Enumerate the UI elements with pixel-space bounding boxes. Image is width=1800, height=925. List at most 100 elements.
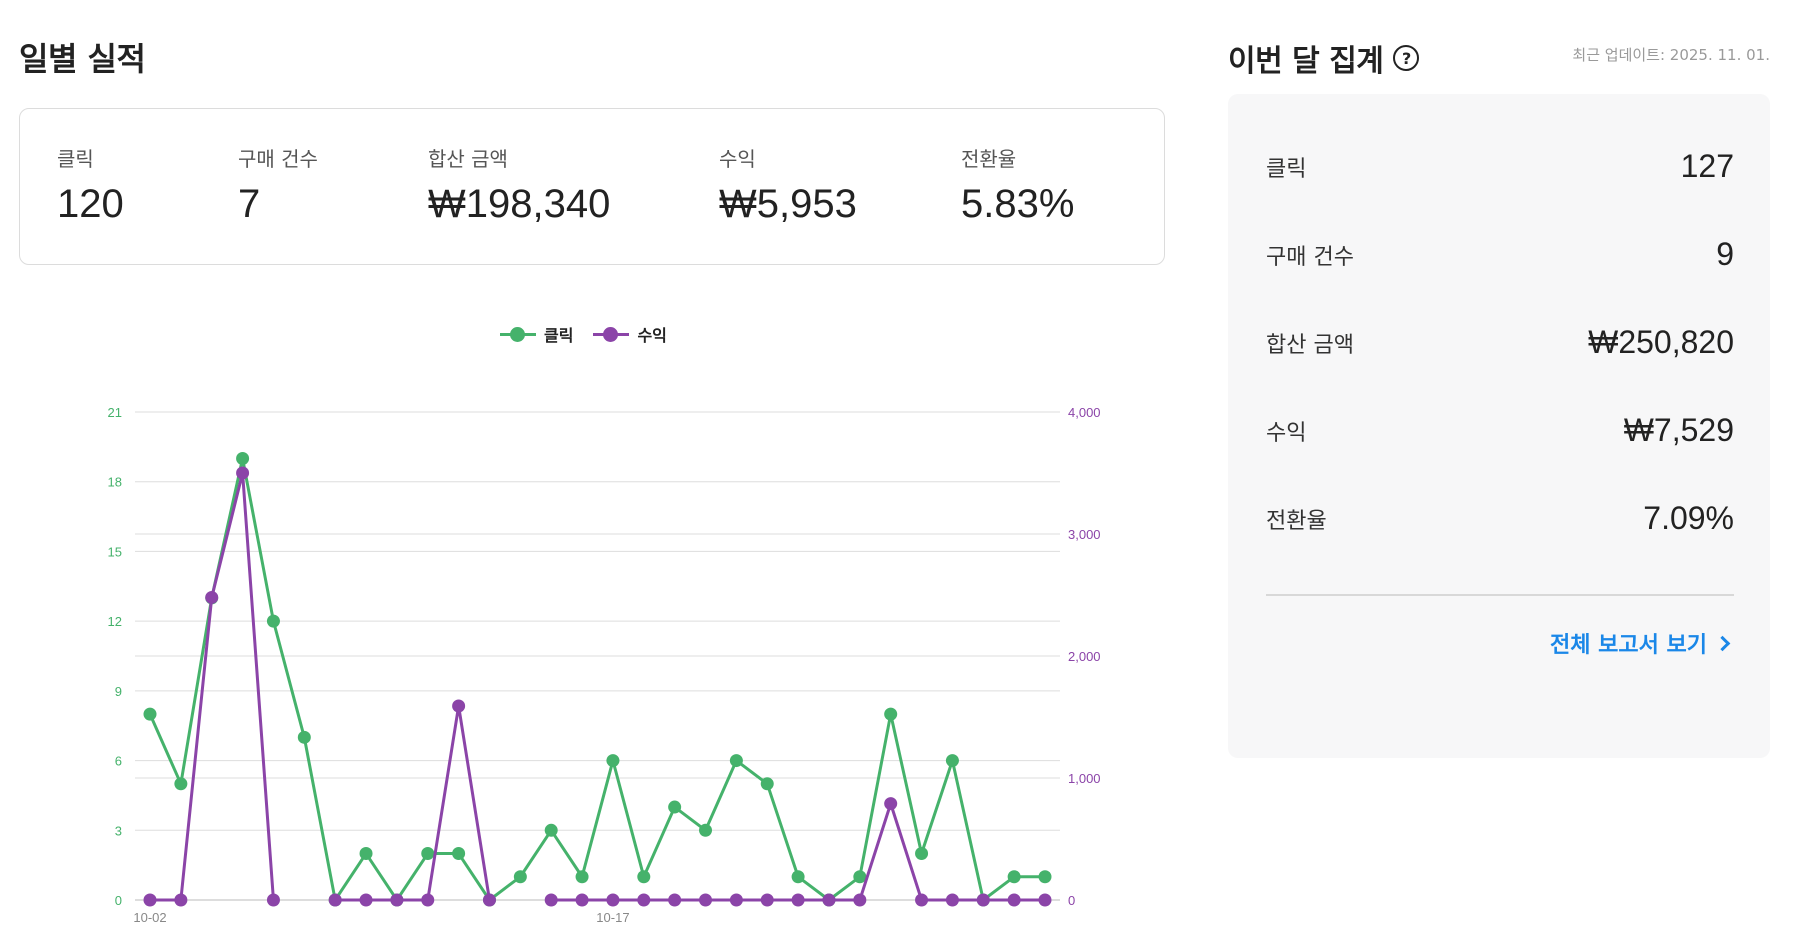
data-point-clicks	[236, 451, 250, 465]
summary-revenue: 수익 ₩5,953	[719, 143, 857, 227]
monthly-label: 클릭	[1266, 156, 1307, 182]
data-point-clicks	[884, 707, 898, 721]
data-point-clicks	[421, 847, 435, 861]
legend-marker-green	[500, 327, 536, 342]
summary-label: 전환율	[961, 147, 1017, 171]
data-point-revenue	[729, 893, 743, 907]
y-right-tick-label: 2,000	[1068, 649, 1101, 664]
monthly-row-purchases: 구매 건수 9	[1266, 236, 1734, 273]
data-point-revenue	[266, 893, 280, 907]
monthly-label: 전환율	[1266, 508, 1327, 534]
data-point-clicks	[729, 754, 743, 768]
data-point-revenue	[328, 893, 342, 907]
divider	[1266, 594, 1734, 596]
data-point-clicks	[760, 777, 774, 791]
data-point-revenue	[853, 893, 867, 907]
y-left-tick-label: 9	[115, 684, 122, 699]
data-point-revenue	[915, 893, 929, 907]
data-point-revenue	[637, 893, 651, 907]
summary-clicks: 클릭 120	[57, 143, 124, 227]
summary-conversion-rate: 전환율 5.83%	[961, 143, 1074, 227]
y-left-tick-label: 0	[115, 893, 122, 908]
data-point-clicks	[359, 847, 373, 861]
summary-label: 수익	[719, 147, 756, 171]
x-tick-label: 10-17	[596, 910, 629, 925]
data-point-revenue	[452, 699, 466, 713]
monthly-value: 9	[1716, 236, 1734, 272]
legend-label: 수익	[637, 326, 667, 345]
y-right-tick-label: 0	[1068, 893, 1075, 908]
data-point-revenue	[575, 893, 589, 907]
full-report-link[interactable]: 전체 보고서 보기	[1550, 627, 1731, 659]
data-point-revenue	[822, 893, 836, 907]
data-point-revenue	[606, 893, 620, 907]
summary-value: ₩198,340	[428, 182, 611, 226]
last-updated: 최근 업데이트: 2025. 11. 01.	[1572, 46, 1770, 64]
data-point-revenue	[976, 893, 990, 907]
data-point-revenue	[174, 893, 188, 907]
monthly-value: 127	[1680, 148, 1734, 184]
monthly-label: 수익	[1266, 420, 1307, 446]
summary-total-amount: 합산 금액 ₩198,340	[428, 143, 610, 227]
help-circle-icon[interactable]: ?	[1393, 45, 1420, 71]
series-line-clicks	[148, 456, 1045, 902]
data-point-clicks	[575, 870, 589, 884]
monthly-value: 7.09%	[1643, 500, 1734, 536]
monthly-value: ₩250,820	[1588, 324, 1734, 360]
data-point-revenue	[791, 893, 805, 907]
data-point-revenue	[760, 893, 774, 907]
monthly-label: 구매 건수	[1266, 244, 1354, 270]
monthly-summary-panel: 클릭 127 구매 건수 9 합산 금액 ₩250,820 수익 ₩7,529 …	[1228, 94, 1770, 758]
daily-summary-card: 클릭 120 구매 건수 7 합산 금액 ₩198,340 수익 ₩5,953 …	[19, 108, 1165, 265]
data-point-clicks	[668, 800, 682, 814]
page-title: 일별 실적	[19, 40, 146, 78]
y-left-tick-label: 21	[108, 405, 122, 420]
data-point-revenue	[884, 797, 898, 811]
monthly-label: 합산 금액	[1266, 332, 1354, 358]
series-line-revenue	[551, 802, 1045, 902]
data-point-clicks	[606, 754, 620, 768]
y-left-tick-label: 12	[108, 614, 122, 629]
y-right-tick-label: 4,000	[1068, 405, 1101, 420]
chart-legend: 클릭 수익	[500, 322, 667, 346]
data-point-revenue	[1007, 893, 1021, 907]
y-left-tick-label: 18	[108, 475, 122, 490]
data-point-revenue	[482, 893, 496, 907]
summary-label: 클릭	[57, 147, 94, 171]
summary-value: 120	[57, 182, 124, 226]
data-point-clicks	[915, 847, 929, 861]
data-point-revenue	[143, 893, 157, 907]
data-point-clicks	[1038, 870, 1052, 884]
data-point-clicks	[791, 870, 805, 884]
data-point-clicks	[452, 847, 466, 861]
y-right-tick-label: 3,000	[1068, 527, 1101, 542]
monthly-row-total-amount: 합산 금액 ₩250,820	[1266, 324, 1734, 361]
legend-item-clicks[interactable]: 클릭	[500, 322, 573, 346]
summary-value: 7	[238, 182, 261, 226]
data-point-clicks	[945, 754, 959, 768]
x-tick-label: 10-02	[133, 910, 166, 925]
data-point-revenue	[236, 466, 250, 480]
data-point-clicks	[174, 777, 188, 791]
summary-purchases: 구매 건수 7	[238, 143, 318, 227]
data-point-revenue	[390, 893, 404, 907]
series-line-revenue	[150, 471, 275, 902]
y-left-tick-label: 3	[115, 823, 122, 838]
data-point-clicks	[1007, 870, 1021, 884]
legend-label: 클릭	[544, 326, 574, 345]
legend-item-revenue[interactable]: 수익	[593, 322, 667, 346]
daily-chart-svg: 0 3 6 9 12 15 18 21 0 1,000 2,000 3,000 4,000 10-02 10…	[108, 405, 1101, 925]
y-right-tick-label: 1,000	[1068, 771, 1101, 786]
monthly-row-conversion-rate: 전환율 7.09%	[1266, 500, 1734, 537]
monthly-value: ₩7,529	[1623, 412, 1734, 448]
summary-label: 합산 금액	[428, 147, 508, 171]
monthly-title: 이번 달 집계	[1228, 44, 1384, 79]
data-point-clicks	[699, 823, 713, 837]
data-point-revenue	[945, 893, 959, 907]
data-point-clicks	[297, 730, 311, 744]
data-point-revenue	[205, 590, 219, 604]
chevron-right-icon	[1714, 635, 1731, 651]
monthly-header: 이번 달 집계 ?	[1228, 36, 1420, 80]
monthly-row-clicks: 클릭 127	[1266, 148, 1734, 185]
legend-marker-purple	[593, 327, 630, 342]
